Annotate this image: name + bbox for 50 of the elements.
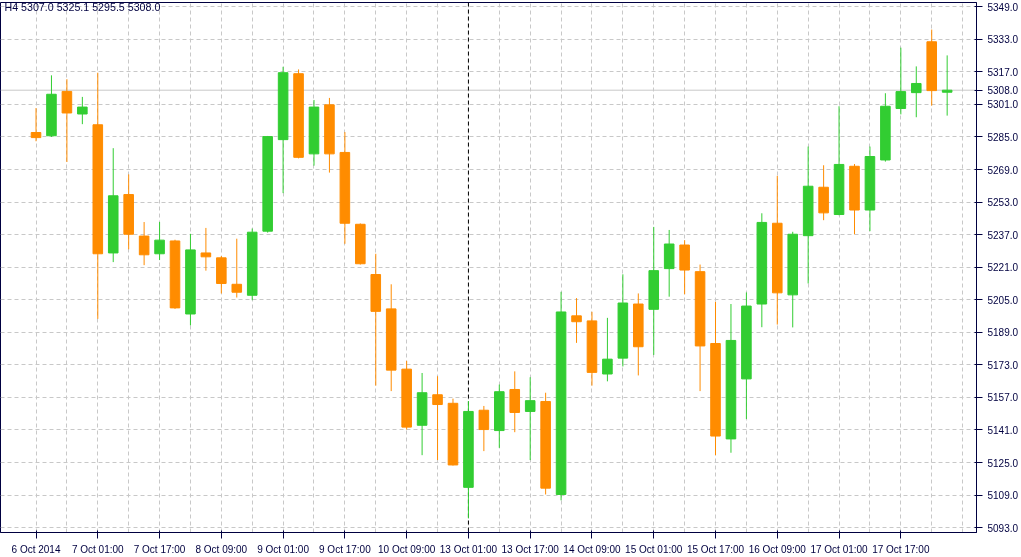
candlestick xyxy=(941,54,953,117)
y-tick-label: 5109.0 xyxy=(987,490,1019,502)
x-tick-label: 7 Oct 17:00 xyxy=(133,543,186,555)
y-tick-label: 5221.0 xyxy=(987,262,1019,274)
ref-line-label: 5308.0 xyxy=(987,85,1019,97)
y-tick-label: 5333.0 xyxy=(987,34,1019,46)
y-tick-label: 5317.0 xyxy=(987,66,1019,78)
x-tick-label: 10 Oct 09:00 xyxy=(378,543,436,555)
chart-title: H4 5307.0 5325.1 5295.5 5308.0 xyxy=(4,0,161,13)
y-tick-label: 5269.0 xyxy=(987,164,1019,176)
x-tick-label: 15 Oct 17:00 xyxy=(686,543,745,555)
x-tick-label: 16 Oct 09:00 xyxy=(748,543,807,555)
x-tick-label: 15 Oct 01:00 xyxy=(625,543,683,555)
x-tick-label: 13 Oct 01:00 xyxy=(439,543,498,555)
x-tick-label: 7 Oct 01:00 xyxy=(71,543,125,555)
candlestick xyxy=(432,375,443,461)
candlestick xyxy=(509,370,521,433)
candlestick xyxy=(524,376,536,461)
x-tick-label: 9 Oct 01:00 xyxy=(257,543,310,555)
x-tick-label: 8 Oct 09:00 xyxy=(195,543,248,555)
x-tick-label: 9 Oct 17:00 xyxy=(319,543,372,555)
y-tick-label: 5173.0 xyxy=(987,359,1019,371)
y-tick-label: 5157.0 xyxy=(987,392,1019,404)
y-tick-label: 5253.0 xyxy=(987,197,1019,209)
candlestick xyxy=(571,297,582,344)
x-tick-label: 14 Oct 09:00 xyxy=(563,543,622,555)
candlestick xyxy=(138,221,150,266)
candlestick xyxy=(478,405,490,452)
y-tick-label: 5301.0 xyxy=(987,99,1019,111)
x-tick-label: 17 Oct 17:00 xyxy=(872,543,930,555)
y-tick-label: 5141.0 xyxy=(987,424,1019,436)
y-tick-label: 5189.0 xyxy=(987,327,1019,339)
x-tick-label: 6 Oct 2014 xyxy=(11,543,61,555)
candlestick xyxy=(602,317,613,382)
candlestick xyxy=(910,65,922,118)
candlestick xyxy=(231,238,243,299)
candlestick xyxy=(61,78,73,163)
candlestick xyxy=(895,47,907,115)
y-tick-label: 5205.0 xyxy=(987,294,1019,306)
y-tick-label: 5349.0 xyxy=(987,1,1019,13)
candlestick xyxy=(77,96,88,125)
y-tick-label: 5093.0 xyxy=(987,522,1019,534)
y-tick-label: 5125.0 xyxy=(987,457,1019,469)
x-tick-label: 17 Oct 01:00 xyxy=(810,543,869,555)
candlestick xyxy=(30,107,42,142)
y-tick-label: 5285.0 xyxy=(987,131,1019,143)
y-tick-label: 5237.0 xyxy=(987,229,1019,241)
x-tick-label: 13 Oct 17:00 xyxy=(501,543,560,555)
candlestick xyxy=(200,227,212,272)
candlestick xyxy=(154,221,165,261)
